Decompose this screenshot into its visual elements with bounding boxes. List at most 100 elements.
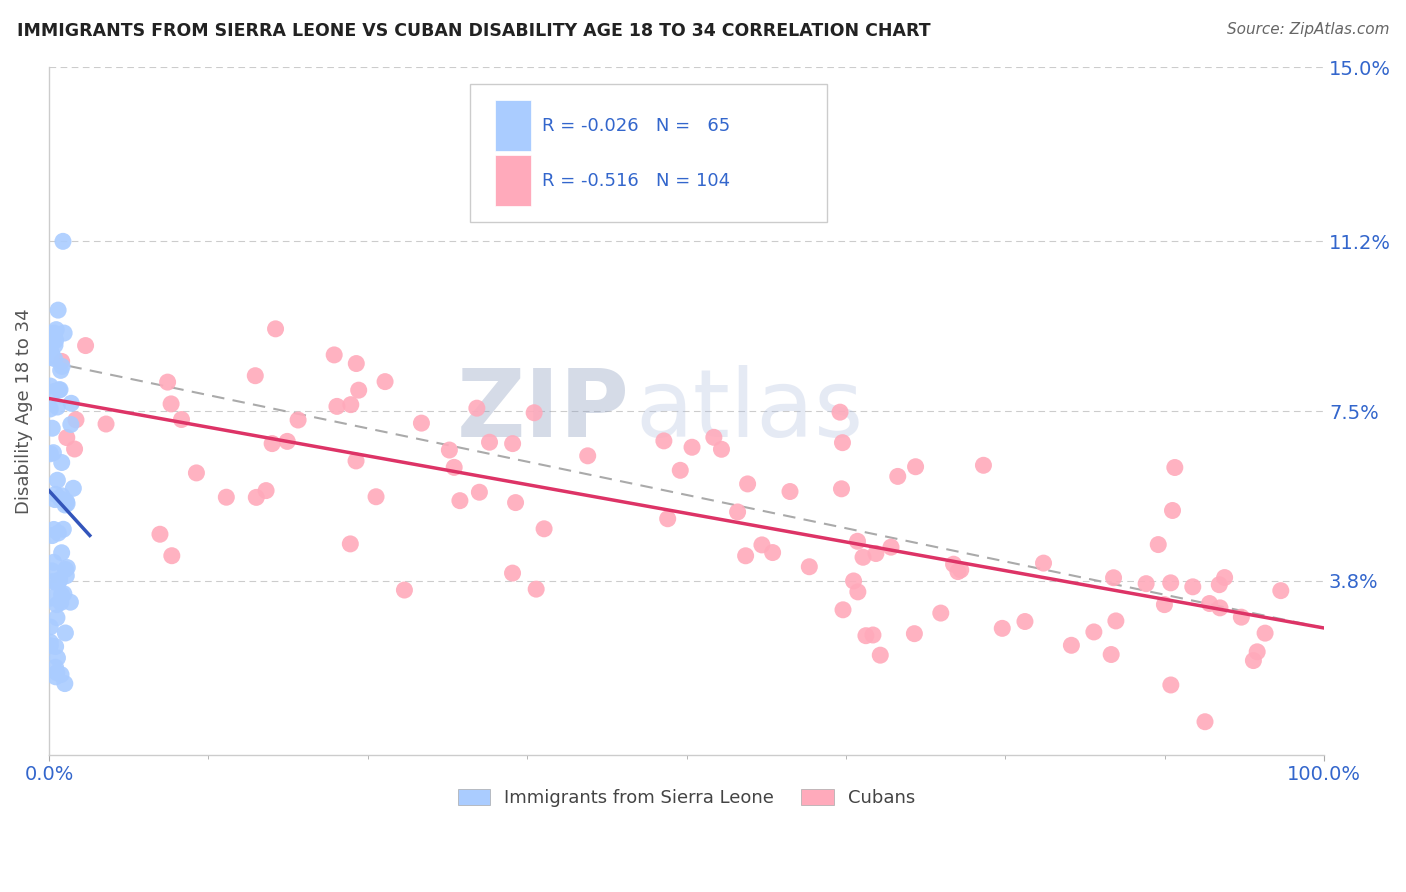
Point (53, 498, 76, 512)
Point (799, 559, 821, 574)
Point (734, 549, 756, 563)
Point (846, 585, 869, 599)
Point (59, 417, 82, 432)
Point (344, 357, 367, 371)
Point (449, 493, 471, 508)
Point (45, 598, 67, 612)
Point (344, 454, 367, 468)
Point (1135, 576, 1157, 591)
Y-axis label: Disability Age 18 to 34: Disability Age 18 to 34 (15, 309, 32, 514)
Point (52, 587, 75, 601)
Point (681, 440, 703, 454)
Point (1147, 538, 1170, 552)
Point (1246, 645, 1268, 659)
Point (215, 490, 238, 504)
Text: ZIP: ZIP (457, 365, 628, 457)
Point (45, 487, 67, 501)
Point (1160, 575, 1182, 590)
Point (394, 582, 416, 597)
Point (1032, 556, 1054, 570)
Point (44, 351, 66, 366)
Point (478, 435, 501, 450)
Point (55, 562, 77, 576)
Point (39, 620, 62, 634)
Point (51, 546, 73, 560)
Point (63, 442, 86, 456)
Point (39, 379, 62, 393)
Point (55, 626, 77, 640)
Point (53, 326, 76, 340)
Point (830, 482, 852, 496)
Point (364, 490, 387, 504)
Point (45, 333, 67, 347)
Point (41, 346, 63, 360)
Point (903, 626, 925, 640)
Point (51, 354, 73, 368)
Point (45, 610, 67, 624)
Point (53, 676, 76, 690)
Point (46, 473, 69, 487)
Point (657, 512, 679, 526)
FancyBboxPatch shape (495, 100, 531, 152)
Point (56, 560, 79, 574)
Point (276, 434, 298, 449)
Point (710, 442, 733, 457)
Point (842, 574, 865, 588)
Point (60, 396, 83, 410)
Point (45, 665, 67, 680)
Point (245, 491, 267, 505)
Point (505, 495, 527, 509)
Point (41, 528, 63, 542)
Point (846, 534, 869, 549)
Point (1161, 503, 1184, 517)
Point (1181, 580, 1204, 594)
Text: IMMIGRANTS FROM SIERRA LEONE VS CUBAN DISABILITY AGE 18 TO 34 CORRELATION CHART: IMMIGRANTS FROM SIERRA LEONE VS CUBAN DI… (17, 22, 931, 40)
Point (855, 629, 877, 643)
Point (160, 549, 183, 563)
Point (45, 670, 67, 684)
Point (1194, 714, 1216, 729)
Text: atlas: atlas (636, 365, 863, 457)
Point (65, 413, 87, 427)
Point (946, 565, 969, 579)
Point (94, 417, 117, 431)
Point (762, 545, 785, 559)
Point (254, 483, 277, 498)
Point (46, 303, 69, 318)
Point (51, 588, 73, 602)
Point (340, 398, 363, 412)
Point (39, 635, 62, 649)
Point (49, 383, 72, 397)
Point (374, 375, 396, 389)
Point (55, 494, 77, 508)
Point (942, 558, 965, 572)
Point (929, 606, 952, 620)
Point (991, 621, 1014, 635)
Point (46, 651, 69, 665)
Point (727, 505, 749, 519)
Point (1105, 614, 1128, 628)
Point (972, 458, 994, 473)
Point (46, 526, 69, 541)
Point (347, 383, 370, 397)
Point (42, 445, 65, 459)
Point (186, 466, 208, 480)
Point (339, 537, 361, 551)
Point (42, 326, 65, 340)
Point (41, 564, 63, 578)
Point (45, 640, 67, 654)
Point (51, 456, 73, 470)
Point (42, 523, 65, 537)
Point (44, 660, 66, 674)
Point (1099, 648, 1122, 662)
Point (523, 406, 546, 420)
Point (832, 603, 855, 617)
Point (1083, 624, 1105, 639)
Point (42, 574, 65, 589)
Point (411, 416, 433, 430)
Point (49, 667, 72, 681)
Point (39, 639, 62, 653)
Point (160, 397, 183, 411)
Point (1060, 638, 1083, 652)
Point (45, 323, 67, 337)
